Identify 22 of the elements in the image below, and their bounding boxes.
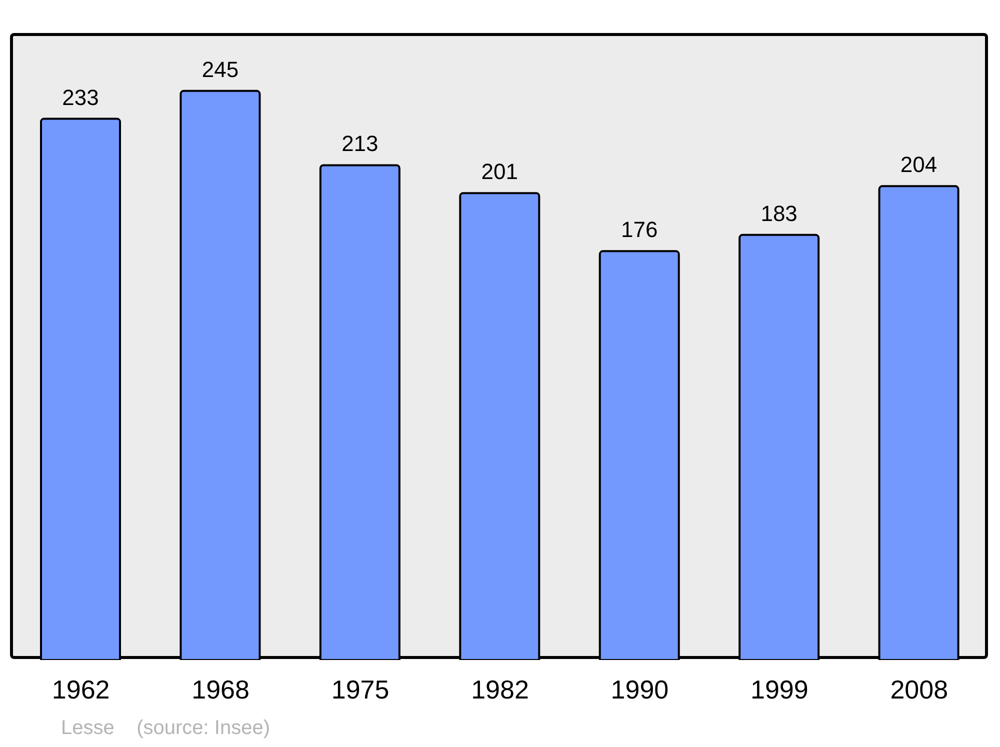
data-label: 183 (760, 200, 798, 226)
data-label: 233 (62, 84, 99, 110)
bar (738, 234, 820, 660)
bar (598, 250, 680, 660)
bar (878, 185, 960, 660)
x-tick-label: 1968 (192, 674, 250, 704)
x-tick-label: 1990 (610, 674, 669, 704)
bar (180, 90, 261, 660)
bar (40, 118, 121, 660)
bar (459, 192, 540, 660)
data-label: 201 (481, 159, 518, 184)
bar (319, 164, 400, 660)
text: Lesse (source: Insee) (61, 717, 270, 740)
x-tick-label: 1975 (331, 674, 390, 704)
data-label: 245 (202, 56, 239, 82)
data-label: 213 (342, 131, 378, 156)
data-label: 204 (900, 152, 938, 178)
x-tick-label: 1982 (471, 674, 529, 704)
x-tick-label: 2008 (890, 674, 948, 704)
data-label: 176 (621, 217, 658, 242)
x-tick-label: 1999 (750, 674, 808, 704)
x-tick-label: 1962 (52, 674, 110, 704)
